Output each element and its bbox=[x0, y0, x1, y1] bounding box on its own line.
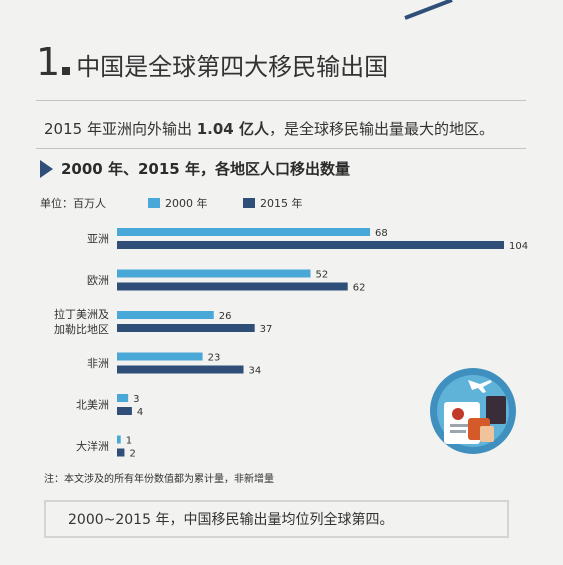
category-label: 拉丁美洲及 bbox=[54, 307, 109, 321]
bar-2015 bbox=[117, 448, 125, 457]
triangle-icon bbox=[40, 159, 53, 178]
bar-2015 bbox=[117, 407, 132, 415]
category-label: 北美洲 bbox=[76, 399, 109, 412]
category-label: 非洲 bbox=[87, 357, 109, 370]
intro-rule bbox=[36, 148, 526, 149]
chart-subtitle: 2000 年、2015 年，各地区人口移出数量 bbox=[40, 158, 350, 179]
bar-value-label: 3 bbox=[133, 394, 139, 405]
legend-item-2000: 2000 年 bbox=[148, 195, 208, 211]
bar-2000 bbox=[117, 228, 371, 236]
bar-2015 bbox=[117, 365, 244, 374]
bar-2000 bbox=[117, 311, 214, 319]
bar-value-label: 4 bbox=[137, 407, 143, 418]
bar-2015 bbox=[117, 324, 255, 332]
summary-text: 2000~2015 年，中国移民输出量均位列全球第四。 bbox=[68, 512, 394, 528]
category-label: 加勒比地区 bbox=[54, 323, 109, 336]
bar-value-label: 52 bbox=[316, 270, 329, 281]
section-title: 中国是全球第四大移民输出国 bbox=[76, 53, 389, 81]
bar-2000 bbox=[117, 394, 129, 402]
category-label: 亚洲 bbox=[87, 233, 109, 246]
bar-value-label: 23 bbox=[208, 353, 221, 364]
unit-label: 单位：百万人 bbox=[40, 197, 106, 210]
chart-subtitle-text: 2000 年、2015 年，各地区人口移出数量 bbox=[61, 160, 350, 178]
bar-2015 bbox=[117, 241, 504, 249]
bar-2000 bbox=[117, 435, 121, 444]
intro-post: ，是全球移民输出量最大的地区。 bbox=[268, 120, 494, 138]
bar-2000 bbox=[117, 269, 311, 278]
travel-illustration-icon bbox=[430, 368, 516, 454]
intro-highlight: 1.04 亿人 bbox=[196, 120, 269, 138]
legend-label-2015: 2015 年 bbox=[260, 197, 303, 210]
bar-value-label: 1 bbox=[126, 436, 132, 447]
legend-swatch-2015 bbox=[243, 198, 255, 208]
legend-label-2000: 2000 年 bbox=[165, 197, 208, 210]
bar-value-label: 62 bbox=[353, 283, 366, 294]
intro-pre: 2015 年亚洲向外输出 bbox=[44, 120, 197, 138]
bar-value-label: 26 bbox=[219, 311, 232, 322]
bar-2015 bbox=[117, 282, 348, 291]
legend-item-2015: 2015 年 bbox=[243, 195, 303, 211]
summary-box: 2000~2015 年，中国移民输出量均位列全球第四。 bbox=[44, 500, 509, 538]
bar-value-label: 34 bbox=[249, 366, 262, 377]
footnote: 注：本文涉及的所有年份数值都为累计量，非新增量 bbox=[44, 474, 274, 485]
bar-value-label: 2 bbox=[129, 449, 135, 460]
bar-value-label: 104 bbox=[509, 241, 528, 252]
bar-2000 bbox=[117, 352, 203, 361]
section-heading: 1 中国是全球第四大移民输出国 bbox=[36, 40, 388, 84]
bar-value-label: 37 bbox=[260, 324, 273, 335]
bar-value-label: 68 bbox=[375, 228, 388, 239]
legend-swatch-2000 bbox=[148, 198, 160, 208]
category-label: 欧洲 bbox=[87, 274, 109, 287]
heading-dot bbox=[62, 67, 71, 75]
category-label: 大洋洲 bbox=[76, 439, 109, 453]
intro-text: 2015 年亚洲向外输出 1.04 亿人，是全球移民输出量最大的地区。 bbox=[44, 118, 494, 139]
heading-rule bbox=[36, 100, 526, 101]
section-number: 1 bbox=[36, 40, 60, 84]
